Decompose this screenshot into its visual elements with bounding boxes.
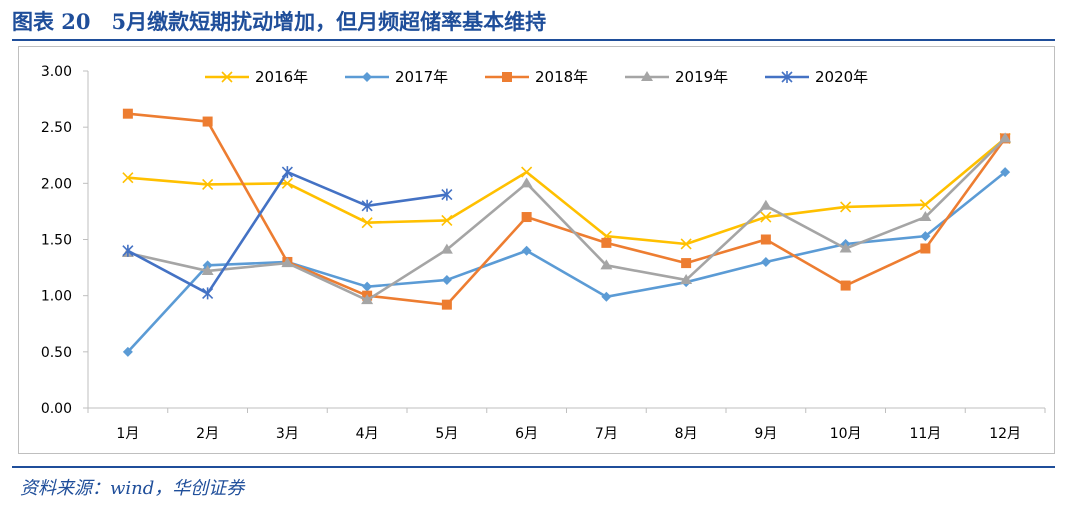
data-point bbox=[281, 166, 293, 179]
series-layer bbox=[121, 108, 1012, 357]
data-point bbox=[920, 231, 931, 242]
data-point bbox=[361, 294, 374, 305]
data-point bbox=[440, 243, 453, 254]
data-point bbox=[521, 245, 532, 256]
series-line bbox=[127, 137, 1007, 302]
legend-label: 2018年 bbox=[535, 68, 588, 86]
data-point bbox=[680, 273, 693, 284]
legend-label: 2017年 bbox=[395, 68, 448, 86]
data-point bbox=[361, 199, 373, 212]
x-tick-label: 6月 bbox=[515, 426, 538, 442]
data-point bbox=[759, 199, 772, 210]
legend-marker bbox=[641, 71, 653, 81]
data-point bbox=[760, 256, 771, 267]
legend: 2016年 2017年 2018年 2019年 2020年 bbox=[205, 68, 868, 86]
legend-item: 2017年 bbox=[345, 68, 448, 86]
series-2020年 bbox=[122, 166, 453, 300]
data-point bbox=[122, 108, 133, 119]
y-tick-label: 1.00 bbox=[41, 289, 72, 305]
legend-marker bbox=[781, 71, 793, 83]
data-point bbox=[919, 199, 931, 211]
x-tick-label: 11月 bbox=[909, 426, 941, 442]
data-point bbox=[601, 237, 612, 248]
y-tick-label: 0.00 bbox=[41, 401, 72, 417]
data-point bbox=[999, 132, 1012, 143]
legend-item: 2019年 bbox=[625, 68, 728, 86]
series-line bbox=[126, 171, 1006, 353]
x-tick-label: 7月 bbox=[595, 426, 618, 442]
x-tick-label: 12月 bbox=[989, 426, 1021, 442]
data-point bbox=[202, 287, 214, 300]
legend-item: 2018年 bbox=[485, 68, 588, 86]
series-2017年 bbox=[122, 167, 1011, 357]
x-tick-label: 2月 bbox=[196, 426, 219, 442]
data-point bbox=[920, 243, 931, 254]
title-rule bbox=[12, 39, 1055, 41]
data-point bbox=[441, 188, 453, 201]
data-point bbox=[840, 280, 851, 291]
data-point bbox=[122, 172, 134, 184]
y-tick-label: 2.50 bbox=[41, 120, 72, 136]
data-point bbox=[441, 299, 452, 310]
data-point bbox=[760, 234, 771, 245]
figure-title: 图表 20 5月缴款短期扰动增加，但月频超储率基本维持 bbox=[12, 9, 547, 34]
y-tick-label: 1.50 bbox=[41, 233, 72, 249]
data-point bbox=[202, 178, 214, 191]
legend-marker bbox=[362, 72, 372, 82]
data-point bbox=[362, 281, 373, 292]
series-2018年 bbox=[122, 108, 1011, 310]
series-line bbox=[127, 137, 1006, 246]
data-point bbox=[600, 259, 613, 270]
x-tick-label: 1月 bbox=[116, 426, 139, 442]
plot-frame bbox=[18, 46, 1055, 454]
data-point bbox=[122, 346, 133, 357]
series-line bbox=[127, 112, 1007, 306]
data-point bbox=[441, 214, 453, 226]
x-tick-label: 8月 bbox=[675, 426, 698, 442]
data-point bbox=[521, 212, 532, 223]
data-point bbox=[281, 257, 294, 268]
legend-item: 2016年 bbox=[205, 68, 308, 86]
data-point bbox=[840, 201, 852, 213]
legend-label: 2020年 bbox=[815, 68, 868, 86]
data-point bbox=[521, 166, 533, 178]
data-point bbox=[361, 217, 373, 229]
data-point bbox=[201, 264, 214, 275]
legend-marker bbox=[221, 71, 233, 83]
x-tick-label: 9月 bbox=[754, 426, 777, 442]
data-point bbox=[441, 274, 452, 285]
series-2016年 bbox=[122, 132, 1011, 250]
x-tick-label: 10月 bbox=[830, 426, 862, 442]
data-point bbox=[681, 258, 692, 269]
data-point bbox=[760, 211, 772, 223]
data-point bbox=[680, 238, 692, 250]
series-line bbox=[127, 170, 448, 295]
legend-item: 2020年 bbox=[765, 68, 868, 86]
legend-label: 2016年 bbox=[255, 68, 308, 86]
data-point bbox=[202, 116, 213, 127]
data-point bbox=[1000, 167, 1011, 178]
x-tick-label: 4月 bbox=[356, 426, 379, 442]
data-point bbox=[839, 242, 852, 253]
data-point bbox=[601, 291, 612, 302]
data-point bbox=[281, 177, 293, 189]
data-point bbox=[520, 177, 533, 188]
y-tick-label: 2.00 bbox=[41, 176, 72, 192]
y-tick-label: 3.00 bbox=[41, 64, 72, 80]
y-tick-label: 0.50 bbox=[41, 345, 72, 361]
bottom-rule bbox=[12, 466, 1055, 468]
axes: 0.00 0.50 1.00 1.50 2.00 2.50 3.00 1月 2月 3月 4月 5月 6月… bbox=[41, 64, 1046, 442]
legend-marker bbox=[502, 72, 512, 82]
x-tick-label: 3月 bbox=[276, 426, 299, 442]
data-point bbox=[122, 244, 134, 257]
x-tick-label: 5月 bbox=[435, 426, 458, 442]
data-point bbox=[919, 211, 932, 222]
source-note: 资料来源：wind，华创证券 bbox=[20, 478, 245, 499]
legend-label: 2019年 bbox=[675, 68, 728, 86]
series-2019年 bbox=[121, 132, 1012, 305]
